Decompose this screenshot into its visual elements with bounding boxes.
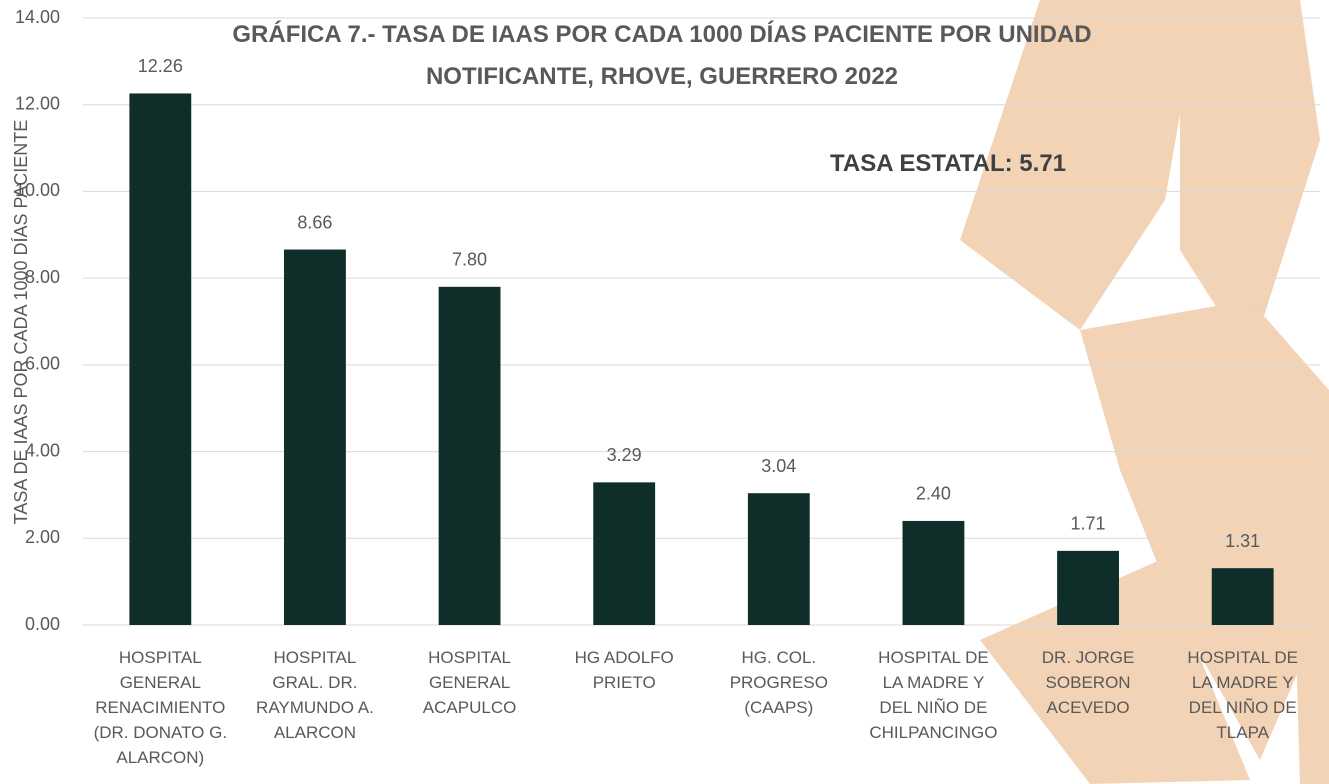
x-tick-label: HOSPITAL GENERAL ACAPULCO bbox=[422, 648, 517, 717]
x-tick-label: HOSPITAL GENERAL RENACIMIENTO (DR. DONAT… bbox=[93, 648, 228, 767]
data-label: 2.40 bbox=[916, 484, 951, 504]
bar bbox=[1211, 568, 1274, 625]
bar bbox=[902, 520, 965, 625]
y-tick-label: 10.00 bbox=[15, 180, 60, 200]
y-tick-label: 8.00 bbox=[25, 267, 60, 287]
y-axis-label: TASA DE IAAS POR CADA 1000 DÍAS PACIENTE bbox=[11, 120, 31, 524]
x-tick-label: HOSPITAL DE LA MADRE Y DEL NIÑO DE TLAPA bbox=[1187, 648, 1298, 742]
data-label: 1.71 bbox=[1071, 514, 1106, 534]
bar bbox=[747, 493, 810, 625]
x-tick-label: HOSPITAL DE LA MADRE Y DEL NIÑO DE CHILP… bbox=[869, 648, 998, 742]
y-tick-label: 4.00 bbox=[25, 440, 60, 460]
y-tick-label: 12.00 bbox=[15, 93, 60, 113]
bar bbox=[284, 249, 346, 625]
y-tick-label: 14.00 bbox=[15, 7, 60, 27]
bar bbox=[593, 482, 656, 625]
data-label: 7.80 bbox=[452, 250, 487, 270]
x-tick-label: HG ADOLFO PRIETO bbox=[574, 648, 674, 692]
bar bbox=[129, 93, 192, 626]
chart-title: GRÁFICA 7.- TASA DE IAAS POR CADA 1000 D… bbox=[232, 21, 1092, 90]
data-label: 12.26 bbox=[138, 56, 183, 76]
data-label: 8.66 bbox=[297, 212, 332, 232]
data-label: 3.29 bbox=[607, 445, 642, 465]
annotation: TASA ESTATAL: 5.71 bbox=[830, 150, 1067, 177]
data-label: 1.31 bbox=[1225, 531, 1260, 551]
y-tick-label: 2.00 bbox=[25, 527, 60, 547]
y-tick-label: 6.00 bbox=[25, 354, 60, 374]
bar bbox=[1057, 550, 1119, 625]
x-tick-label: HOSPITAL GRAL. DR. RAYMUNDO A. ALARCON bbox=[256, 648, 374, 742]
data-label: 3.04 bbox=[761, 456, 796, 476]
background-logo bbox=[960, 0, 1329, 784]
y-tick-label: 0.00 bbox=[25, 614, 60, 634]
x-tick-label: HG. COL. PROGRESO (CAAPS) bbox=[729, 648, 828, 717]
x-tick-label: DR. JORGE SOBERON ACEVEDO bbox=[1041, 648, 1135, 717]
bar bbox=[438, 286, 501, 625]
